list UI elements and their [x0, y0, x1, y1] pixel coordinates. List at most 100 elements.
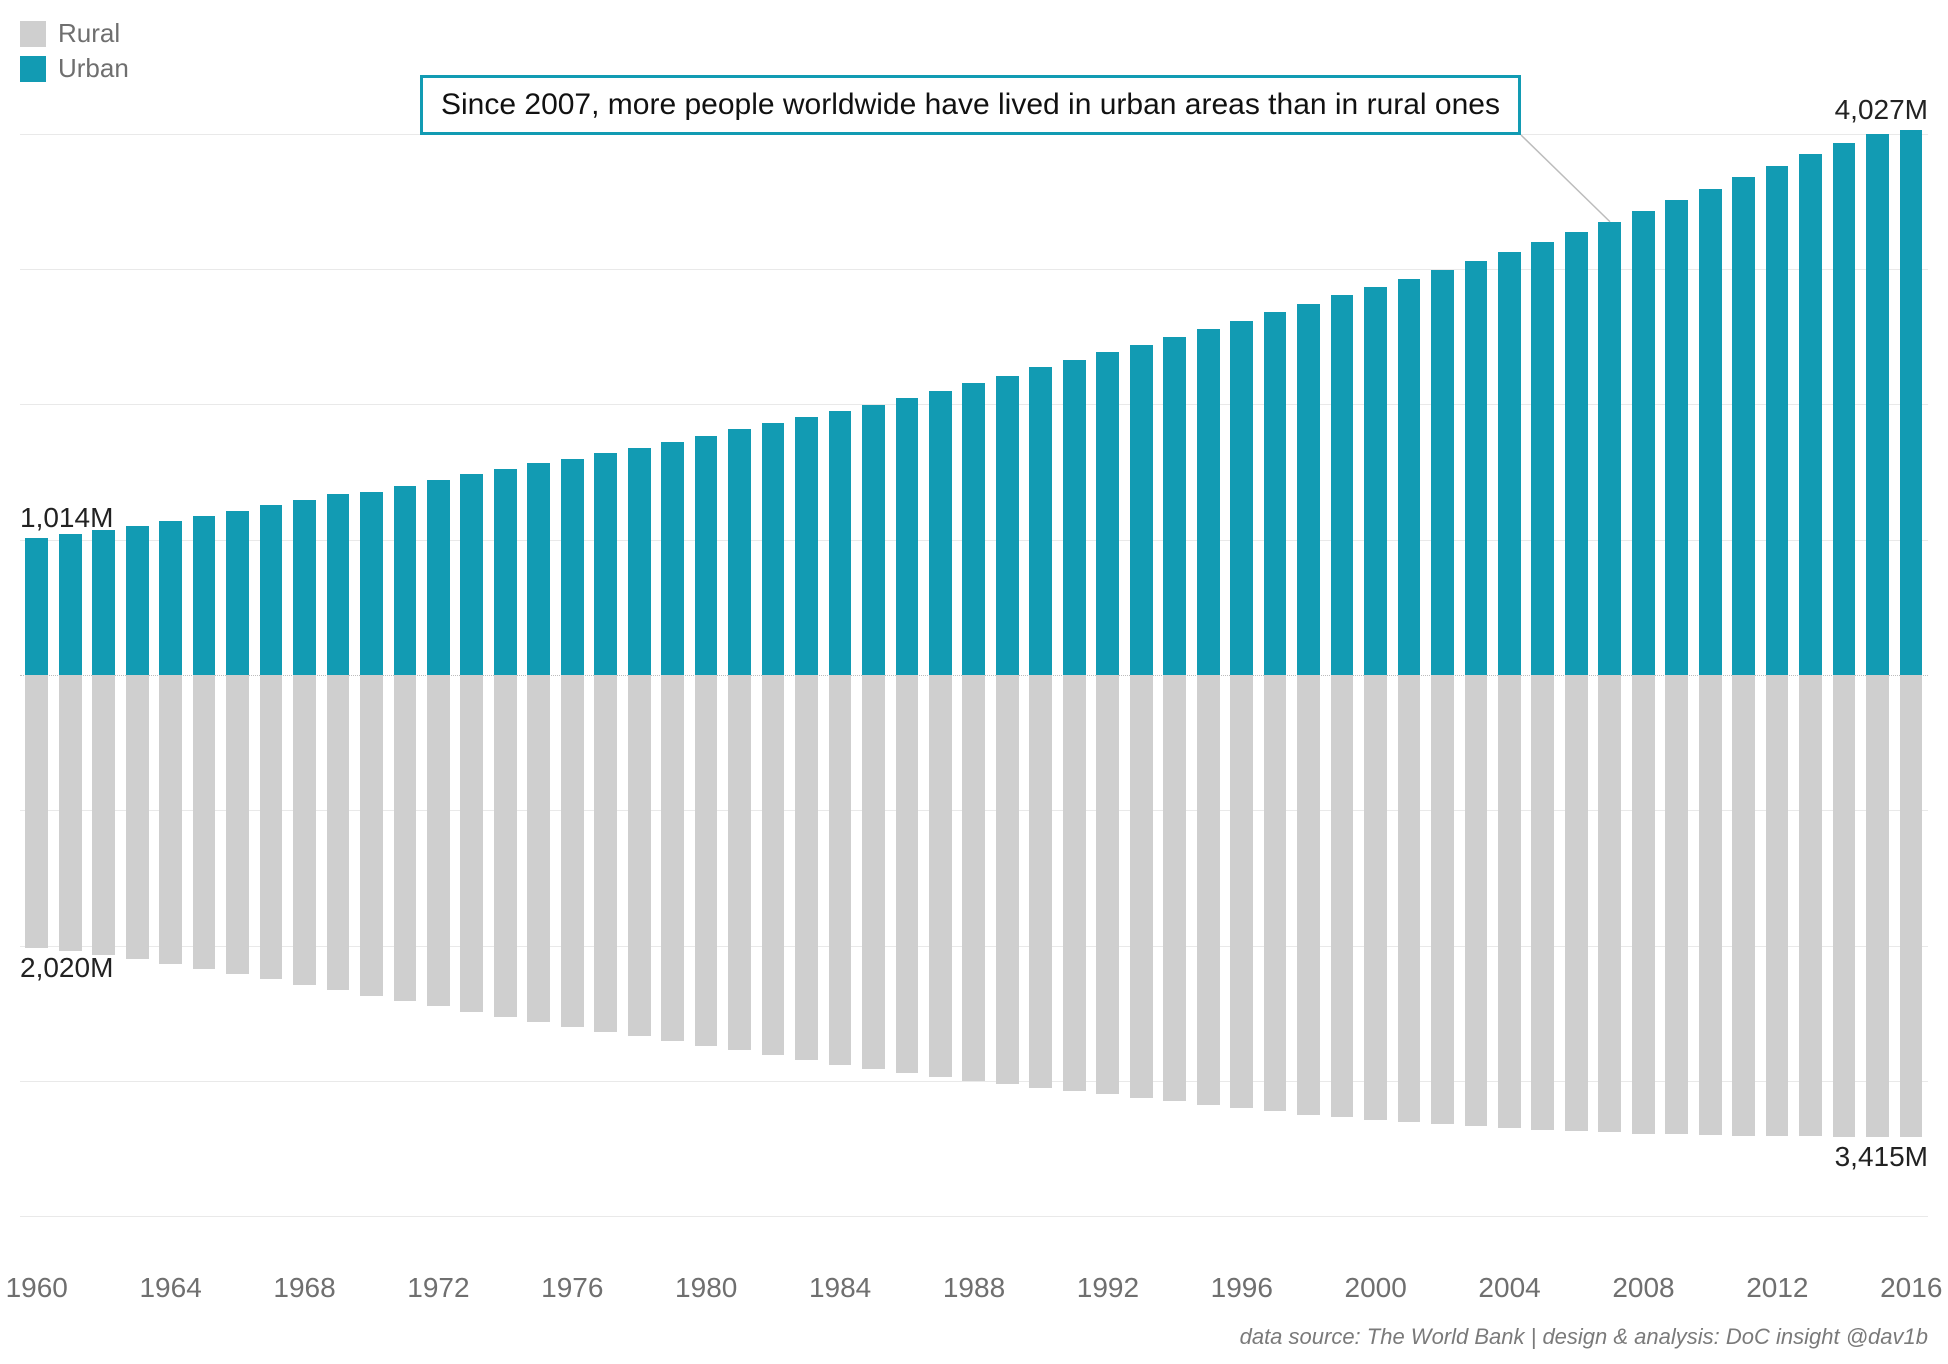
rural-bar — [1398, 675, 1421, 1122]
bar-column — [1693, 100, 1726, 1250]
legend-swatch — [20, 21, 46, 47]
bar-column — [489, 100, 522, 1250]
urban-bar — [126, 526, 149, 676]
rural-bar — [25, 675, 48, 948]
x-tick: 1972 — [407, 1272, 469, 1304]
bar-column — [723, 100, 756, 1250]
bar-column — [355, 100, 388, 1250]
bar-column — [1124, 100, 1157, 1250]
rural-bar — [728, 675, 751, 1050]
rural-bar — [1163, 675, 1186, 1101]
urban-bar — [1900, 130, 1923, 675]
x-tick: 1960 — [6, 1272, 68, 1304]
rural-bar — [1264, 675, 1287, 1111]
urban-bar — [360, 492, 383, 675]
bar-column — [1392, 100, 1425, 1250]
urban-bar — [1431, 270, 1454, 675]
bar-column — [823, 100, 856, 1250]
bar-column — [1325, 100, 1358, 1250]
urban-bar — [1699, 189, 1722, 675]
rural-bar — [1531, 675, 1554, 1130]
bar-column — [321, 100, 354, 1250]
rural-bar — [92, 675, 115, 955]
bar-column — [221, 100, 254, 1250]
x-tick: 2016 — [1880, 1272, 1942, 1304]
bar-column — [1861, 100, 1894, 1250]
bar-column — [1660, 100, 1693, 1250]
bar-column — [1091, 100, 1124, 1250]
rural-bar — [1833, 675, 1856, 1137]
rural-bar — [1665, 675, 1688, 1134]
rural-bar — [862, 675, 885, 1069]
bar-column — [890, 100, 923, 1250]
rural-bar — [1096, 675, 1119, 1094]
bar-column — [53, 100, 86, 1250]
legend-item: Urban — [20, 53, 129, 84]
rural-bar — [1766, 675, 1789, 1136]
chart-container: RuralUrban 1,014M2,020M4,027M3,415MSince… — [0, 0, 1948, 1364]
urban-bar — [1665, 200, 1688, 675]
urban-bar — [226, 511, 249, 675]
bar-column — [689, 100, 722, 1250]
x-tick: 1984 — [809, 1272, 871, 1304]
urban-bar — [1163, 337, 1186, 675]
urban-bar — [1297, 304, 1320, 675]
urban-bar — [628, 448, 651, 675]
legend: RuralUrban — [20, 18, 129, 88]
x-tick: 1976 — [541, 1272, 603, 1304]
rural-bar — [1732, 675, 1755, 1136]
urban-bar — [1531, 242, 1554, 675]
urban-bar — [1598, 222, 1621, 675]
urban-bar — [1498, 252, 1521, 675]
bar-column — [1359, 100, 1392, 1250]
urban-bar — [561, 459, 584, 675]
rural-bar — [1297, 675, 1320, 1115]
bar-column — [556, 100, 589, 1250]
bar-column — [422, 100, 455, 1250]
bar-column — [790, 100, 823, 1250]
rural-bar — [1900, 675, 1923, 1137]
urban-bar — [1632, 211, 1655, 675]
rural-bar — [126, 675, 149, 959]
bar-column — [1526, 100, 1559, 1250]
rural-bar — [594, 675, 617, 1032]
bar-column — [1024, 100, 1057, 1250]
bar-column — [388, 100, 421, 1250]
annotation-box: Since 2007, more people worldwide have l… — [420, 75, 1521, 135]
urban-bar — [728, 429, 751, 675]
rural-bar — [661, 675, 684, 1041]
rural-bar — [795, 675, 818, 1060]
credit-line: data source: The World Bank | design & a… — [1240, 1324, 1928, 1350]
bar-column — [1560, 100, 1593, 1250]
urban-bar — [25, 538, 48, 675]
rural-bar — [159, 675, 182, 964]
rural-bar — [1130, 675, 1153, 1098]
urban-bar — [1264, 312, 1287, 675]
urban-bar — [661, 442, 684, 675]
urban-bar — [795, 417, 818, 675]
bar-column — [1459, 100, 1492, 1250]
bar-column — [1191, 100, 1224, 1250]
bar-column — [1827, 100, 1860, 1250]
rural-bar — [260, 675, 283, 979]
bar-column — [154, 100, 187, 1250]
urban-bar — [896, 398, 919, 675]
legend-swatch — [20, 56, 46, 82]
urban-bar — [1465, 261, 1488, 675]
urban-bar — [394, 486, 417, 675]
rural-bar — [427, 675, 450, 1006]
bar-column — [756, 100, 789, 1250]
urban-bar — [1833, 143, 1856, 675]
bar-column — [120, 100, 153, 1250]
urban-bar — [996, 376, 1019, 675]
rural-bar — [1465, 675, 1488, 1126]
bar-column — [1292, 100, 1325, 1250]
rural-bar — [494, 675, 517, 1017]
rural-bar — [962, 675, 985, 1081]
urban-bar — [494, 469, 517, 675]
bar-column — [589, 100, 622, 1250]
bar-column — [656, 100, 689, 1250]
bar-column — [1225, 100, 1258, 1250]
urban-bar — [1029, 367, 1052, 675]
x-tick: 2008 — [1612, 1272, 1674, 1304]
